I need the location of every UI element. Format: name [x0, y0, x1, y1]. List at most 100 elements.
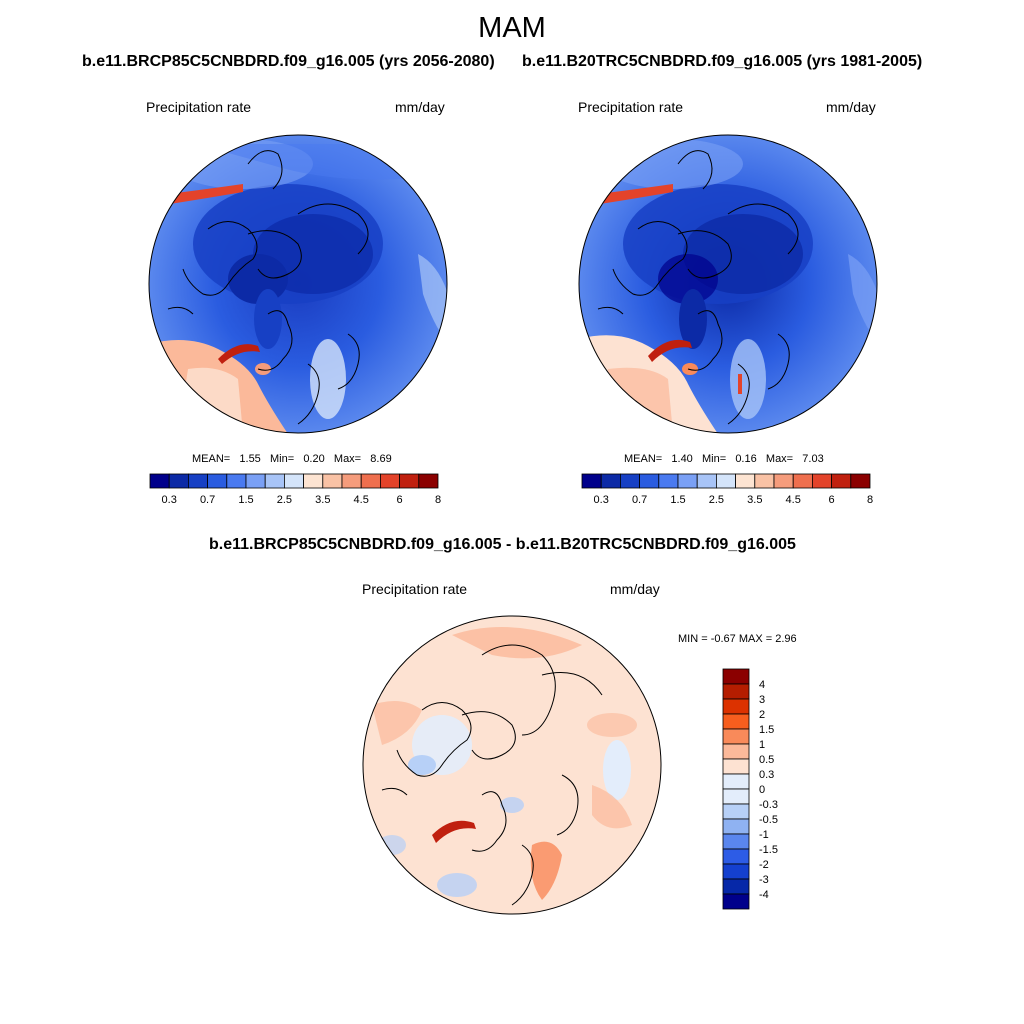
- right-colorbar-tick: 1.5: [670, 494, 685, 506]
- diff-colorbar-tick: -1: [759, 829, 769, 841]
- right-colorbar-cell: [639, 473, 660, 489]
- left-colorbar-cell: [283, 473, 304, 489]
- right-case-title: b.e11.B20TRC5CNBDRD.f09_g16.005 (yrs 198…: [522, 53, 923, 70]
- right-colorbar-cell: [735, 473, 756, 489]
- diff-colorbar-tick: 0: [759, 784, 765, 796]
- right-colorbar-cell: [715, 473, 736, 489]
- diff-minmax: MIN = -0.67 MAX = 2.96: [678, 633, 797, 645]
- left-units-label: mm/day: [395, 99, 445, 115]
- left-mean-value: 1.55: [239, 453, 261, 465]
- left-colorbar-tick: 8: [435, 494, 441, 506]
- right-max-value: 7.03: [802, 453, 824, 465]
- diff-colorbar-tick: -2: [759, 859, 769, 871]
- left-colorbar-tick: 4.5: [354, 494, 369, 506]
- diff-colorbar-tick: 3: [759, 694, 765, 706]
- diff-colorbar-tick: 0.5: [759, 754, 774, 766]
- left-variable-label: Precipitation rate: [146, 99, 252, 115]
- right-colorbar-tick: 3.5: [747, 494, 762, 506]
- right-precip-map: [578, 134, 878, 434]
- diff-colorbar-tick: 0.3: [759, 769, 774, 781]
- right-min-value: 0.16: [735, 453, 757, 465]
- diff-colorbar-cell: [722, 668, 750, 685]
- left-colorbar-tick: 0.3: [162, 494, 177, 506]
- right-stats: MEAN= 1.40 Min= 0.16 Max= 7.03: [624, 453, 824, 465]
- left-colorbar-cell: [207, 473, 228, 489]
- figure-title: MAM: [478, 12, 546, 44]
- left-colorbar-tick: 2.5: [277, 494, 292, 506]
- right-mean-label: MEAN=: [624, 453, 663, 465]
- left-colorbar-cell: [264, 473, 285, 489]
- left-colorbar-cell: [226, 473, 247, 489]
- left-min-value: 0.20: [303, 453, 325, 465]
- left-colorbar-cell: [399, 473, 420, 489]
- right-colorbar-tick: 2.5: [709, 494, 724, 506]
- diff-colorbar-tick: -0.5: [759, 814, 778, 826]
- diff-precip-map: [362, 615, 662, 915]
- diff-colorbar-cell: [722, 863, 750, 880]
- left-mean-label: MEAN=: [192, 453, 231, 465]
- left-case-title: b.e11.BRCP85C5CNBDRD.f09_g16.005 (yrs 20…: [82, 53, 495, 70]
- right-colorbar-cell: [696, 473, 717, 489]
- diff-colorbar-cell: [722, 743, 750, 760]
- right-colorbar-cell: [600, 473, 621, 489]
- diff-case-title: b.e11.BRCP85C5CNBDRD.f09_g16.005 - b.e11…: [209, 536, 796, 553]
- diff-colorbar-tick: -3: [759, 874, 769, 886]
- right-variable-label: Precipitation rate: [578, 99, 684, 115]
- left-colorbar-cell: [379, 473, 400, 489]
- right-colorbar-tick: 6: [829, 494, 835, 506]
- right-colorbar-cell: [677, 473, 698, 489]
- diff-colorbar: 4 3 2 1.5 1 0.5 0.3 0 -0.3 -0.5 -1 -1.5 -2 -3 -4: [722, 668, 778, 910]
- diff-colorbar-cell: [722, 698, 750, 715]
- diff-colorbar-tick: 1.5: [759, 724, 774, 736]
- left-colorbar-tick: 3.5: [315, 494, 330, 506]
- diff-colorbar-tick: 4: [759, 679, 765, 691]
- diff-colorbar-tick: -1.5: [759, 844, 778, 856]
- left-colorbar-tick: 1.5: [238, 494, 253, 506]
- left-min-label: Min=: [269, 453, 295, 465]
- left-precip-map: [148, 134, 448, 434]
- diff-colorbar-cell: [722, 728, 750, 745]
- right-colorbar-cell: [581, 473, 602, 489]
- right-colorbar-tick: 0.7: [632, 494, 647, 506]
- left-colorbar-tick: 0.7: [200, 494, 215, 506]
- left-colorbar-cell: [303, 473, 324, 489]
- diff-units-label: mm/day: [610, 581, 660, 597]
- left-colorbar: 0.3 0.7 1.5 2.5 3.5 4.5 6 8: [149, 473, 441, 506]
- left-colorbar-cell: [245, 473, 266, 489]
- right-max-label: Max=: [765, 453, 794, 465]
- diff-colorbar-cell: [722, 893, 750, 910]
- diff-colorbar-tick: 2: [759, 709, 765, 721]
- left-max-label: Max=: [333, 453, 362, 465]
- left-colorbar-cell: [360, 473, 381, 489]
- left-colorbar-tick: 6: [397, 494, 403, 506]
- diff-variable-label: Precipitation rate: [362, 581, 468, 597]
- right-colorbar-cell: [620, 473, 641, 489]
- right-colorbar-tick: 0.3: [594, 494, 609, 506]
- diff-colorbar-tick: -4: [759, 889, 769, 901]
- right-colorbar-cell: [773, 473, 794, 489]
- right-colorbar-cell: [658, 473, 679, 489]
- left-colorbar-cell: [188, 473, 209, 489]
- diff-colorbar-tick: -0.3: [759, 799, 778, 811]
- left-colorbar-cell: [341, 473, 362, 489]
- right-min-label: Min=: [701, 453, 727, 465]
- right-colorbar-cell: [792, 473, 813, 489]
- diff-colorbar-cell: [722, 848, 750, 865]
- diff-colorbar-cell: [722, 713, 750, 730]
- diff-colorbar-cell: [722, 773, 750, 790]
- left-colorbar-cell: [322, 473, 343, 489]
- left-colorbar-cell: [418, 473, 439, 489]
- diff-colorbar-cell: [722, 833, 750, 850]
- right-colorbar-cell: [754, 473, 775, 489]
- right-colorbar-tick: 4.5: [786, 494, 801, 506]
- left-colorbar-cell: [149, 473, 170, 489]
- diff-colorbar-cell: [722, 803, 750, 820]
- left-colorbar-cell: [168, 473, 189, 489]
- right-colorbar-tick: 8: [867, 494, 873, 506]
- right-colorbar-cell: [811, 473, 832, 489]
- diff-colorbar-cell: [722, 878, 750, 895]
- diff-colorbar-cell: [722, 818, 750, 835]
- right-units-label: mm/day: [826, 99, 876, 115]
- diff-colorbar-cell: [722, 683, 750, 700]
- right-mean-value: 1.40: [671, 453, 693, 465]
